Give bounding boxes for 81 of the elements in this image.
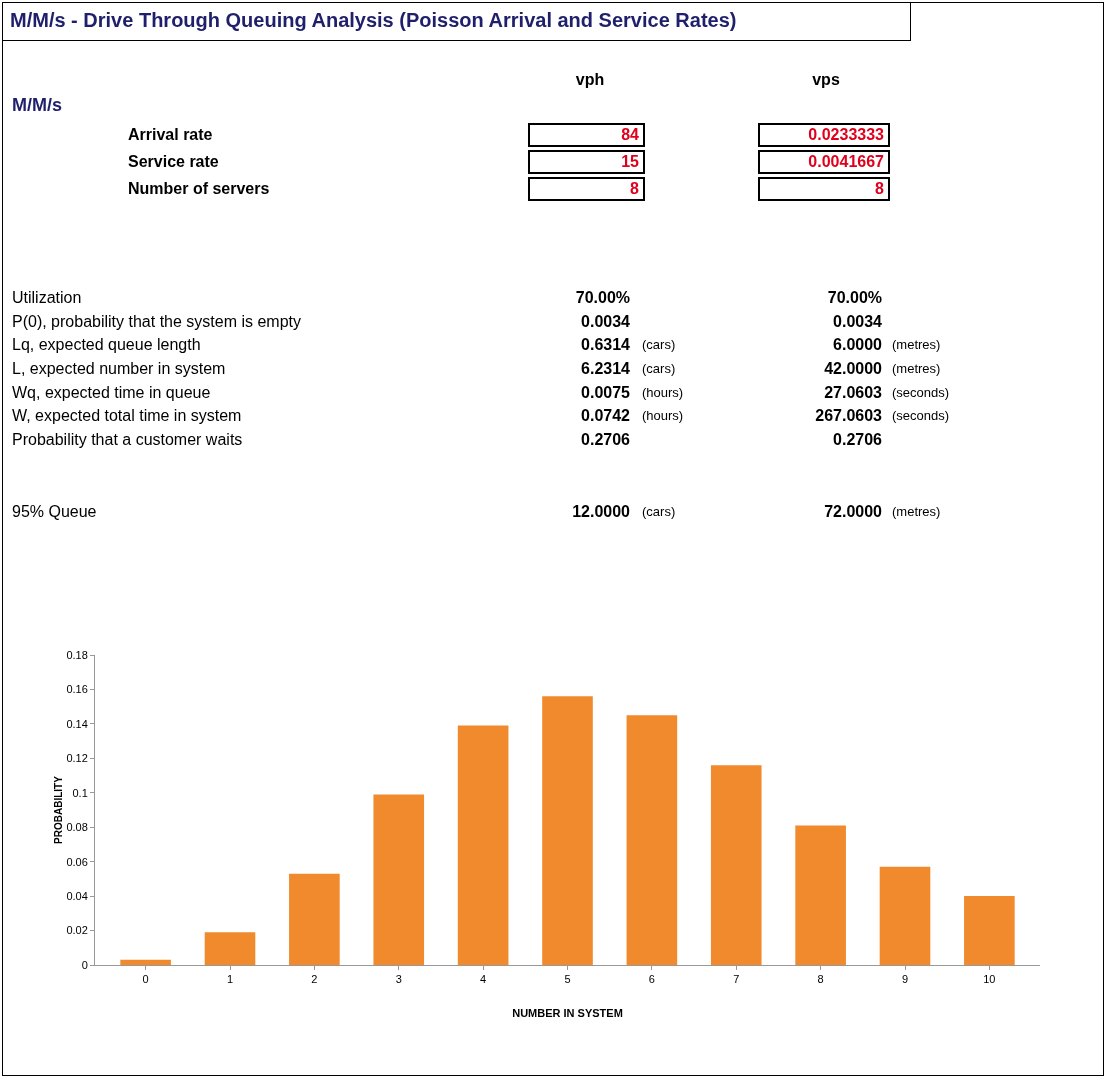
text: M/M/s - Drive Through Queuing Analysis (Poisson Arrival and Service Rates) — [10, 9, 737, 31]
bar — [457, 725, 509, 965]
text: (hours) — [642, 384, 684, 402]
text: vps — [811, 70, 841, 90]
text: (seconds) — [892, 384, 950, 402]
x-tick-label: 8 — [817, 973, 824, 986]
text: 27.0603 — [824, 383, 882, 403]
text: (cars) — [642, 336, 676, 354]
text: Utilization — [12, 288, 82, 308]
text: 267.0603 — [815, 406, 882, 426]
text: Lq, expected queue length — [12, 335, 201, 355]
text: (hours) — [642, 407, 684, 425]
text: 0.6314 — [581, 335, 630, 355]
y-tick-label: 0.14 — [66, 717, 88, 730]
x-tick-label: 0 — [142, 973, 149, 986]
bar — [879, 866, 931, 965]
text: 8 — [528, 177, 645, 201]
text: 84 — [528, 123, 645, 147]
text: (metres) — [892, 336, 941, 354]
text: 0.2706 — [833, 430, 882, 450]
text: P(0), probability that the system is empty — [12, 312, 301, 332]
bar — [542, 696, 593, 965]
y-tick-label: 0.16 — [66, 683, 88, 696]
y-tick-label: 0.1 — [72, 786, 88, 799]
text: (cars) — [642, 503, 676, 521]
bar — [626, 715, 678, 965]
text: 0.2706 — [581, 430, 630, 450]
text: 0.0034 — [581, 312, 630, 332]
y-axis-title: PROBABILITY — [53, 775, 65, 844]
x-tick-label: 5 — [564, 973, 571, 986]
x-tick-label: 6 — [648, 973, 655, 986]
y-tick-label: 0.12 — [66, 752, 88, 765]
bar — [373, 794, 425, 965]
x-tick-label: 10 — [983, 973, 996, 986]
text: (metres) — [892, 360, 941, 378]
text: Probability that a customer waits — [12, 430, 243, 450]
text: 0.0233333 — [758, 123, 890, 147]
y-tick-label: 0 — [81, 958, 88, 971]
bar — [795, 825, 846, 965]
text: (metres) — [892, 503, 941, 521]
text: 42.0000 — [824, 359, 882, 379]
y-tick-label: 0.18 — [66, 648, 88, 661]
text: 0.0034 — [833, 312, 882, 332]
text: 70.00% — [575, 288, 630, 308]
text: 72.0000 — [824, 502, 882, 522]
text: 6.2314 — [581, 359, 630, 379]
y-tick-label: 0.06 — [66, 855, 88, 868]
bar — [710, 765, 762, 965]
text: 8 — [758, 177, 890, 201]
text: (cars) — [642, 360, 676, 378]
text: W, expected total time in system — [12, 406, 242, 426]
text: Service rate — [128, 152, 219, 172]
bar — [964, 896, 1015, 965]
text: 6.0000 — [833, 335, 882, 355]
text: 12.0000 — [572, 502, 630, 522]
y-tick-label: 0.02 — [66, 924, 88, 937]
text: 0.0075 — [581, 383, 630, 403]
text: 95% Queue — [12, 502, 97, 522]
x-tick-label: 7 — [733, 973, 740, 986]
bar — [204, 932, 256, 965]
bar — [120, 959, 171, 965]
y-tick-label: 0.04 — [66, 889, 88, 902]
text: Wq, expected time in queue — [12, 383, 211, 403]
text: vph — [574, 70, 606, 90]
y-tick-label: 0.08 — [66, 821, 88, 834]
text: Number of servers — [128, 179, 270, 199]
x-tick-label: 1 — [226, 973, 234, 986]
x-tick-label: 2 — [311, 973, 318, 986]
text: (seconds) — [892, 407, 950, 425]
bar — [289, 873, 340, 965]
text: M/M/s — [12, 95, 63, 115]
text: L, expected number in system — [12, 359, 226, 379]
x-tick-label: 4 — [480, 973, 487, 986]
text: Arrival rate — [128, 125, 213, 145]
x-tick-label: 3 — [395, 973, 402, 986]
x-axis-title: NUMBER IN SYSTEM — [512, 1007, 623, 1020]
text: 0.0041667 — [758, 150, 890, 174]
text: 15 — [528, 150, 645, 174]
x-tick-label: 9 — [901, 973, 909, 986]
text: 70.00% — [827, 288, 882, 308]
text: 0.0742 — [581, 406, 630, 426]
